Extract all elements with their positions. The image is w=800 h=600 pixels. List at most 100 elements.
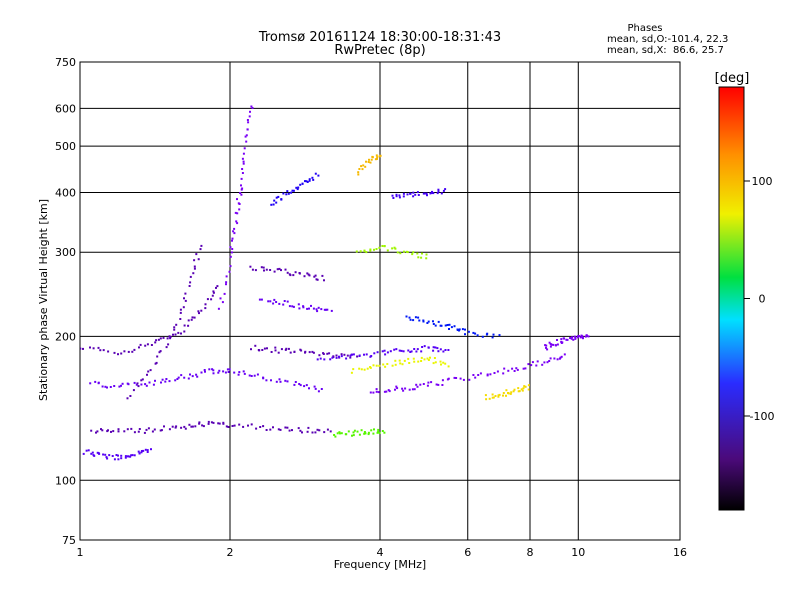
- data-point: [206, 298, 209, 301]
- data-point: [159, 429, 162, 432]
- data-point: [106, 457, 109, 460]
- data-point: [298, 307, 301, 310]
- data-point: [179, 311, 182, 314]
- data-point: [212, 421, 215, 424]
- data-point: [426, 384, 429, 387]
- data-point: [300, 349, 303, 352]
- data-point: [412, 357, 415, 360]
- data-point: [541, 363, 544, 366]
- data-point: [366, 367, 369, 370]
- data-point: [330, 309, 333, 312]
- data-point: [159, 337, 162, 340]
- data-point: [522, 387, 525, 390]
- data-point: [414, 316, 417, 319]
- data-point: [299, 384, 302, 387]
- data-point: [556, 358, 559, 361]
- data-point: [349, 356, 352, 359]
- data-point: [287, 192, 290, 195]
- data-point: [323, 279, 325, 282]
- data-point: [267, 300, 270, 303]
- data-point: [338, 355, 340, 358]
- data-point: [286, 190, 289, 193]
- data-point: [113, 351, 116, 354]
- data-point: [105, 456, 108, 459]
- data-point: [486, 373, 489, 376]
- data-point: [339, 432, 341, 435]
- data-point: [280, 348, 283, 351]
- data-point: [431, 192, 434, 194]
- data-point: [355, 250, 358, 253]
- data-point: [370, 429, 373, 432]
- data-point: [392, 197, 395, 199]
- data-point: [229, 265, 232, 268]
- data-point: [531, 361, 534, 364]
- data-point: [546, 348, 549, 351]
- data-point: [545, 346, 547, 349]
- data-point: [121, 382, 124, 385]
- data-point: [133, 431, 136, 434]
- data-point: [456, 329, 459, 331]
- data-point: [444, 362, 447, 365]
- data-point: [112, 430, 115, 433]
- data-point: [368, 158, 370, 161]
- data-point: [195, 253, 198, 256]
- data-point: [278, 267, 281, 270]
- data-point: [190, 425, 193, 428]
- data-point: [130, 427, 133, 430]
- data-point: [432, 362, 435, 365]
- data-point: [225, 281, 228, 284]
- data-point: [242, 425, 245, 428]
- data-point: [497, 395, 500, 398]
- grid-lines: [80, 62, 680, 540]
- data-point: [126, 397, 129, 400]
- data-point: [383, 431, 386, 434]
- data-point: [118, 385, 121, 388]
- data-point: [260, 298, 263, 301]
- data-point: [168, 335, 171, 338]
- data-point: [308, 387, 310, 390]
- data-point: [314, 431, 317, 434]
- data-point: [106, 386, 108, 389]
- data-point: [417, 316, 420, 319]
- data-point: [323, 308, 326, 311]
- data-point: [367, 433, 370, 436]
- data-point: [386, 351, 389, 354]
- data-point: [412, 251, 415, 254]
- data-point: [100, 428, 102, 431]
- data-point: [427, 320, 430, 323]
- data-point: [416, 348, 419, 351]
- data-point: [362, 164, 365, 167]
- data-point: [232, 230, 235, 233]
- data-point: [256, 373, 259, 376]
- data-point: [157, 338, 160, 341]
- data-point: [402, 192, 405, 195]
- phases-x-line: mean, sd,X: 86.6, 25.7: [607, 45, 724, 56]
- data-point: [96, 430, 99, 433]
- data-point: [304, 351, 306, 354]
- data-point: [238, 208, 241, 211]
- data-point: [441, 384, 444, 386]
- data-point: [431, 190, 433, 193]
- data-point: [307, 273, 310, 276]
- data-point: [286, 426, 289, 429]
- data-point: [129, 395, 132, 397]
- data-point: [292, 189, 295, 192]
- data-point: [308, 307, 310, 310]
- data-point: [231, 425, 234, 427]
- data-point: [326, 308, 329, 311]
- data-point: [416, 385, 419, 388]
- data-point: [242, 160, 245, 163]
- data-point: [391, 247, 394, 250]
- data-point: [138, 428, 141, 430]
- data-point: [432, 320, 434, 323]
- data-point: [347, 430, 350, 433]
- data-point: [307, 426, 310, 429]
- data-point: [273, 199, 276, 202]
- data-point: [398, 359, 401, 362]
- data-point: [286, 271, 289, 274]
- data-point: [240, 193, 243, 196]
- data-point: [238, 371, 241, 374]
- data-point: [498, 334, 501, 337]
- data-point: [439, 348, 442, 351]
- x-tick-label: 16: [673, 546, 687, 559]
